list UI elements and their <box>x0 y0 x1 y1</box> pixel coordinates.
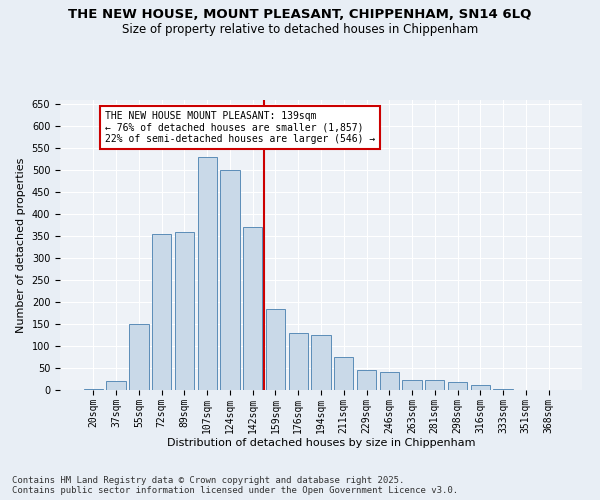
Bar <box>448 382 467 390</box>
Bar <box>289 333 308 390</box>
Bar <box>493 388 513 390</box>
Bar <box>175 232 194 390</box>
Y-axis label: Number of detached properties: Number of detached properties <box>16 158 26 332</box>
Bar <box>311 335 331 390</box>
Bar <box>197 157 217 390</box>
Text: Contains HM Land Registry data © Crown copyright and database right 2025.
Contai: Contains HM Land Registry data © Crown c… <box>12 476 458 495</box>
Bar <box>106 381 126 390</box>
Bar <box>470 384 490 390</box>
Bar <box>425 380 445 390</box>
Text: THE NEW HOUSE MOUNT PLEASANT: 139sqm
← 76% of detached houses are smaller (1,857: THE NEW HOUSE MOUNT PLEASANT: 139sqm ← 7… <box>105 111 375 144</box>
Text: THE NEW HOUSE, MOUNT PLEASANT, CHIPPENHAM, SN14 6LQ: THE NEW HOUSE, MOUNT PLEASANT, CHIPPENHA… <box>68 8 532 20</box>
Bar <box>357 370 376 390</box>
Bar <box>129 324 149 390</box>
Bar <box>152 234 172 390</box>
Bar <box>220 170 239 390</box>
Bar <box>84 388 103 390</box>
Text: Size of property relative to detached houses in Chippenham: Size of property relative to detached ho… <box>122 22 478 36</box>
Bar <box>403 380 422 390</box>
Bar <box>380 372 399 390</box>
Bar <box>266 308 285 390</box>
Bar <box>243 228 262 390</box>
X-axis label: Distribution of detached houses by size in Chippenham: Distribution of detached houses by size … <box>167 438 475 448</box>
Bar <box>334 357 353 390</box>
